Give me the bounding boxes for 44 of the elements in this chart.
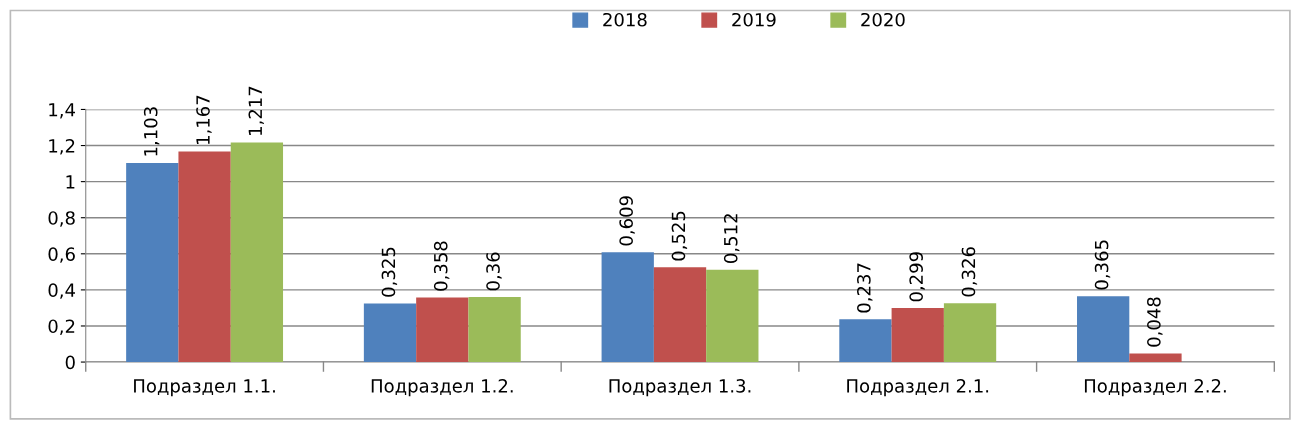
bar [416, 297, 469, 363]
bar [891, 308, 944, 363]
y-tick-label: 0,8 [48, 211, 75, 227]
bar [230, 142, 284, 363]
data-label: 0,326 [961, 247, 978, 297]
data-label: 1,167 [196, 95, 212, 144]
x-tick-label: Подраздел 1.3. [609, 379, 751, 397]
x-tick-label: Подраздел 1.2. [371, 379, 513, 397]
x-tick-label: Подраздел 1.1. [134, 379, 275, 397]
bar [943, 303, 997, 363]
data-label: 0,299 [909, 252, 925, 302]
legend-label: 2020 [861, 12, 905, 27]
y-tick-label: 0,2 [48, 319, 75, 335]
bar [468, 297, 521, 363]
y-tick-label: 0,4 [48, 283, 75, 299]
legend-label: 2019 [732, 12, 776, 27]
legend-label: 2018 [603, 12, 647, 27]
bar [1129, 353, 1182, 363]
bar [653, 267, 707, 363]
bar [706, 269, 759, 363]
data-label: 0,609 [619, 196, 635, 246]
y-tick-label: 1 [66, 175, 75, 189]
data-label: 0,358 [433, 241, 450, 291]
data-label: 0,512 [723, 214, 740, 263]
bar [363, 303, 417, 363]
data-label: 0,237 [857, 263, 873, 313]
bar [126, 163, 179, 363]
data-label: 0,525 [671, 211, 688, 261]
data-label: 0,048 [1147, 297, 1163, 347]
bar [839, 319, 892, 363]
bar [1077, 296, 1130, 363]
y-tick-label: 0,6 [48, 247, 75, 263]
bar [178, 151, 231, 363]
y-tick-label: 1,2 [49, 139, 75, 155]
data-label: 0,365 [1094, 240, 1111, 290]
x-tick-label: Подраздел 2.2. [1084, 379, 1226, 397]
data-label: 0,325 [381, 247, 398, 297]
x-tick-label: Подраздел 2.1. [847, 379, 989, 397]
bar [601, 252, 654, 363]
data-label: 0,36 [486, 252, 502, 291]
y-tick-label: 1,4 [49, 103, 75, 119]
data-label: 1,103 [143, 107, 160, 156]
data-label: 1,217 [248, 86, 264, 135]
y-tick-label: 0 [65, 355, 75, 370]
